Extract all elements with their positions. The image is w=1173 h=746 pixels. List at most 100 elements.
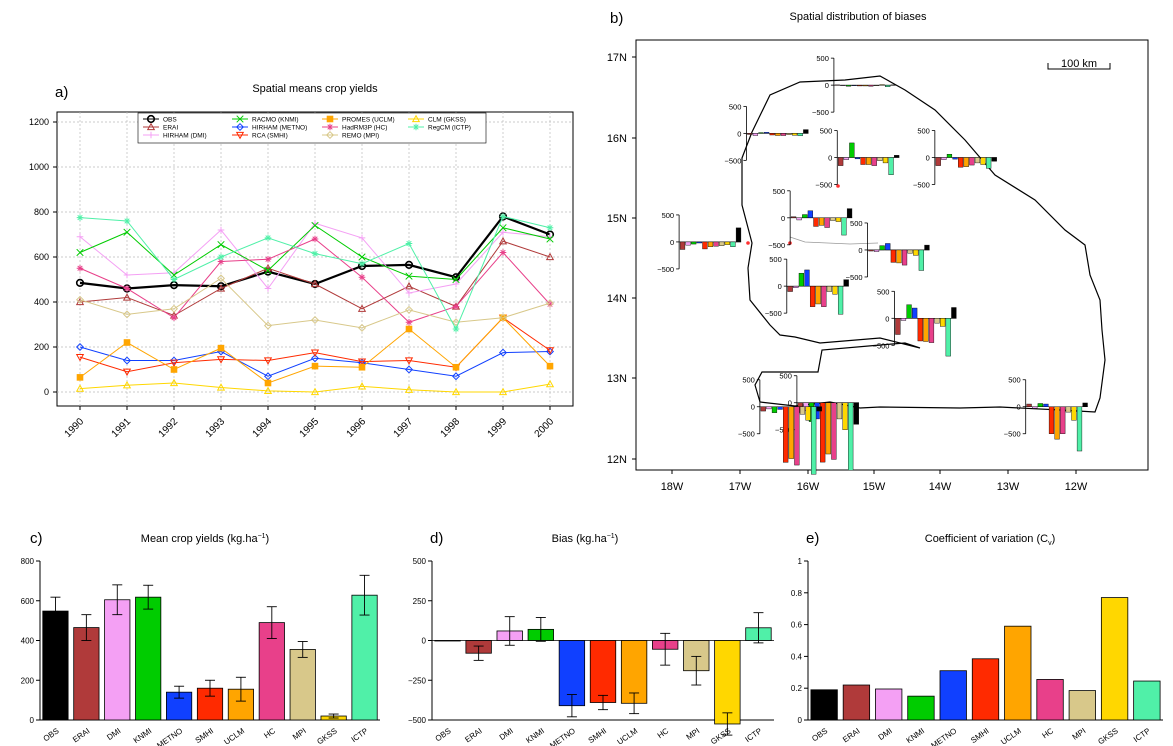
inset-bar (890, 84, 896, 86)
data-point (546, 224, 554, 232)
data-point (499, 228, 507, 236)
inset-bar (835, 217, 841, 222)
inset-bar (792, 133, 798, 136)
panel-d-bar-chart: d) Bias (kg.ha−1) −500 −250 0 250 500 OBS ERAI… (408, 530, 774, 746)
inset-tick-label: 500 (877, 287, 890, 296)
data-point (452, 303, 460, 310)
inset-bar (958, 157, 964, 168)
inset-bar (848, 402, 854, 471)
data-point (75, 353, 85, 362)
data-point (405, 325, 413, 333)
data-point (405, 318, 413, 326)
inset-tick-label: −500 (812, 108, 829, 117)
series-hadrm3p-hc- (76, 235, 554, 326)
bar (42, 610, 69, 721)
inset-tick-label: 0 (781, 214, 785, 223)
bias-inset: 500 0 −500 (765, 255, 849, 318)
data-point (357, 382, 367, 390)
inset-bar (788, 406, 794, 459)
x-tick-label: 1994 (251, 416, 275, 440)
y-tick-label: 400 (34, 297, 49, 307)
x-tick-label: 1993 (204, 416, 228, 440)
inset-bar (707, 241, 714, 247)
y-tick-label: 800 (21, 557, 35, 566)
data-point (451, 318, 461, 327)
inset-bar (691, 241, 697, 245)
inset-bar (918, 249, 924, 271)
x-tick-label: DMI (498, 726, 515, 742)
data-point (75, 342, 85, 352)
y-tick-label: 0.8 (791, 589, 803, 598)
data-point (235, 131, 245, 140)
data-point (217, 258, 225, 265)
y-tick-label: 600 (21, 597, 35, 606)
x-tick-label: OBS (810, 726, 829, 743)
x-tick-label: SMHI (587, 726, 609, 745)
inset-bar (1065, 406, 1071, 413)
legend-label: RACMO (KNMI) (252, 117, 299, 124)
data-point (75, 384, 85, 392)
inset-bar (941, 157, 947, 160)
inset-bar (946, 154, 953, 158)
inset-bar (824, 217, 830, 228)
data-point (452, 325, 460, 333)
panel-c-title: Mean crop yields (kg.ha−1) (141, 533, 269, 545)
inset-bar (696, 241, 702, 244)
inset-tick-label: −500 (738, 430, 755, 439)
data-point (76, 374, 84, 381)
series-line (79, 382, 551, 393)
inset-bar (758, 132, 764, 134)
inset-bar (787, 285, 793, 292)
inset-bar (719, 241, 725, 246)
data-point (310, 315, 320, 325)
data-point (358, 253, 366, 261)
lon-label: 15W (863, 481, 886, 493)
y-tick-label: 0 (44, 387, 49, 397)
inset-bar (760, 406, 766, 412)
inset-bar (873, 84, 880, 86)
inset-tick-label: 500 (769, 255, 782, 264)
x-tick-label: UCLM (222, 726, 246, 746)
inset-tick-label: 500 (729, 102, 742, 111)
bar (104, 599, 131, 721)
inset-tick-label: 500 (742, 376, 755, 385)
inset-bar (771, 406, 778, 413)
inset-bar (802, 214, 808, 218)
inset-bar (935, 157, 941, 166)
lat-label: 13N (607, 373, 627, 385)
y-tick-label: 1000 (29, 162, 49, 172)
inset-bar (1043, 403, 1049, 407)
inset-bar (879, 84, 885, 86)
inset-bar (790, 216, 797, 219)
bias-inset: 500 0 −500 (815, 127, 900, 190)
inset-bar (877, 157, 883, 161)
series-line (79, 240, 551, 317)
inset-bar (846, 208, 853, 218)
inset-tick-label: 0 (885, 314, 889, 323)
inset-tick-label: 500 (779, 372, 792, 381)
inset-bar (825, 402, 831, 455)
inset-bar (917, 318, 923, 342)
data-point (123, 228, 131, 236)
x-tick-label: 1992 (157, 416, 181, 440)
data-point (405, 289, 413, 297)
inset-tick-label: −500 (873, 341, 890, 350)
inset-tick-label: 500 (917, 127, 930, 136)
data-point (451, 273, 461, 282)
lon-label: 16W (797, 481, 820, 493)
data-point (264, 234, 272, 242)
bar (714, 640, 741, 725)
data-point (498, 348, 508, 357)
inset-bar (798, 272, 804, 287)
inset-tick-label: 0 (778, 282, 782, 291)
y-tick-label: 0.6 (791, 621, 803, 630)
inset-bar (811, 406, 817, 475)
inset-bar (868, 249, 874, 252)
panel-d-label: d) (430, 530, 443, 547)
panel-d-title: Bias (kg.ha−1) (552, 533, 619, 545)
x-tick-label: MPI (1071, 726, 1088, 742)
y-tick-label: 0 (30, 716, 35, 725)
panel-b-map: b) Spatial distribution of biases 17N 16N… (607, 10, 1149, 493)
data-point (169, 359, 179, 368)
inset-bar (928, 318, 935, 343)
